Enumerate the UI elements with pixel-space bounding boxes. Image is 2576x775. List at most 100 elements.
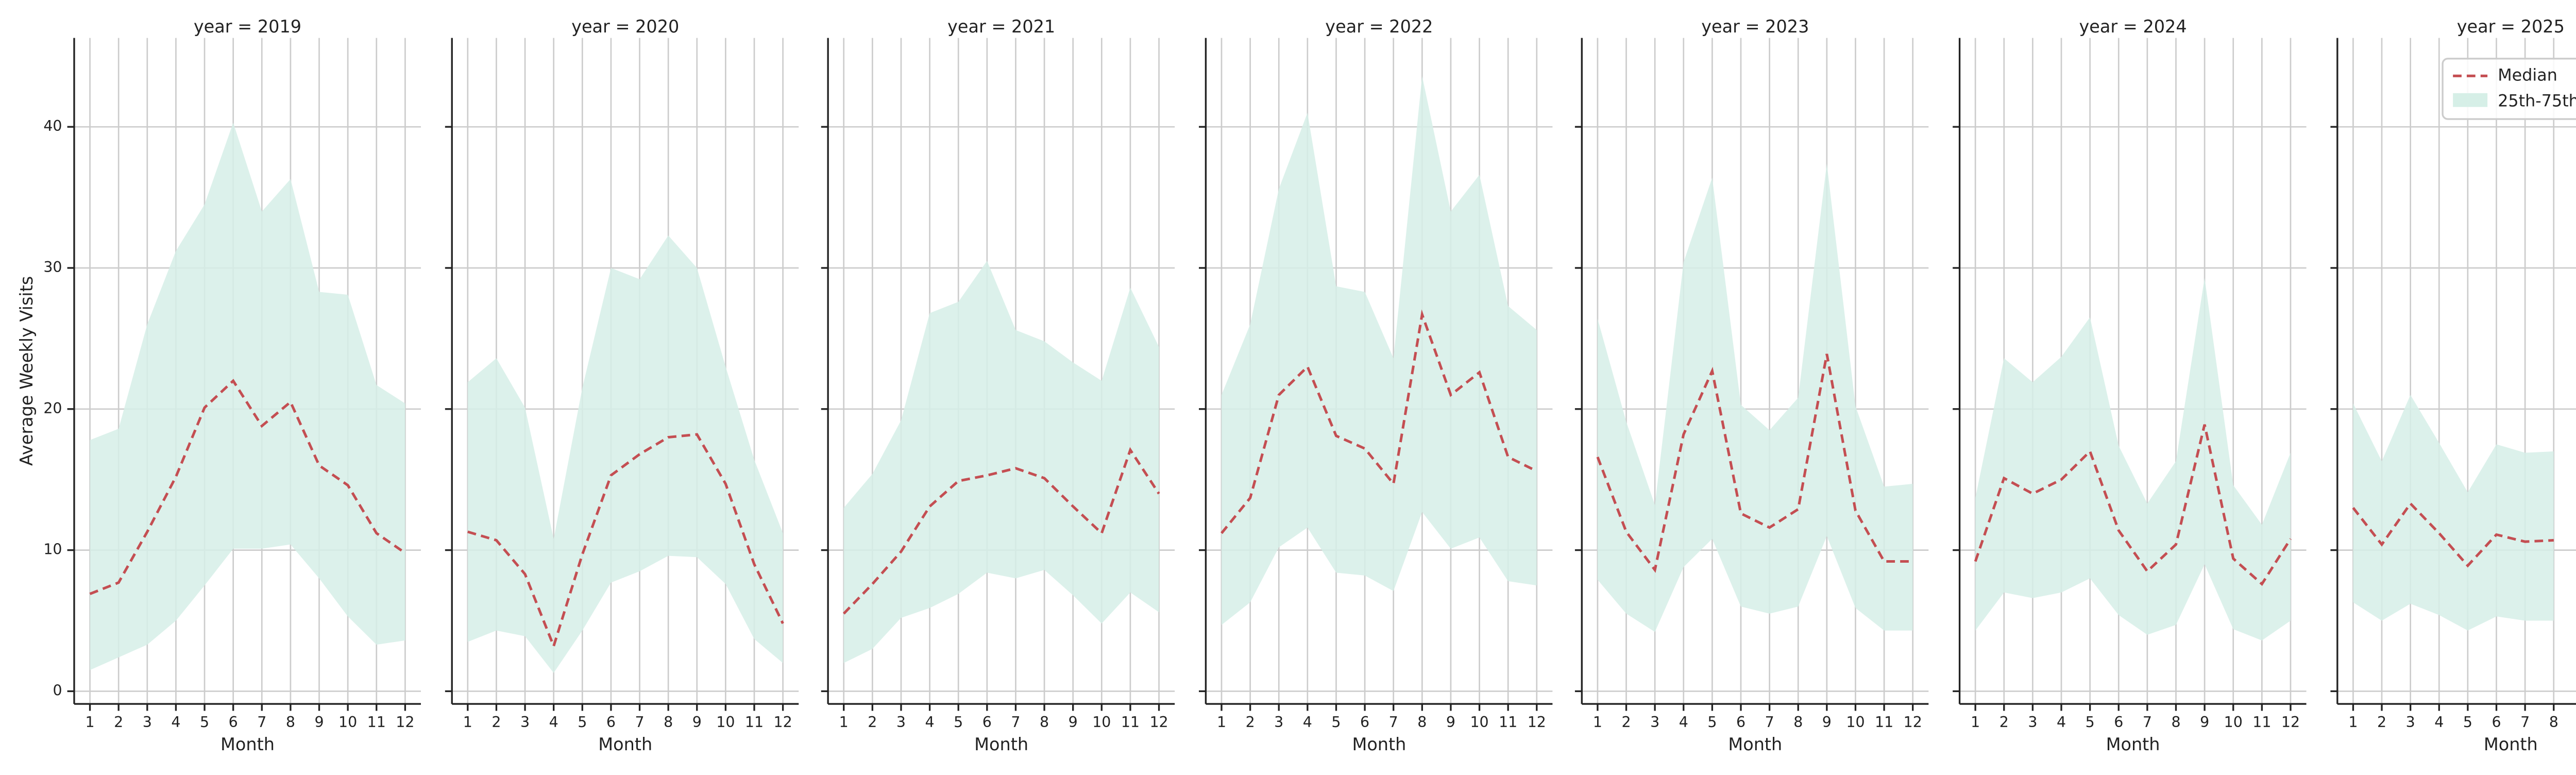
x-tick-label: 10 xyxy=(1846,714,1865,731)
y-tick-label: 40 xyxy=(43,117,62,134)
x-tick-label: 1 xyxy=(86,714,95,731)
x-tick-label: 2 xyxy=(1621,714,1631,731)
legend: Median 25th-75th Percentile xyxy=(2442,58,2576,120)
x-tick-label: 10 xyxy=(716,714,735,731)
x-tick-label: 10 xyxy=(1092,714,1111,731)
x-tick-label: 1 xyxy=(1217,714,1226,731)
x-tick-label: 11 xyxy=(1875,714,1893,731)
facet-title: year = 2021 xyxy=(947,16,1055,37)
facet-title: year = 2020 xyxy=(571,16,679,37)
y-tick-label: 20 xyxy=(43,400,62,417)
x-tick-label: 2 xyxy=(114,714,123,731)
x-tick-label: 4 xyxy=(549,714,558,731)
x-tick-label: 1 xyxy=(1971,714,1980,731)
x-tick-label: 4 xyxy=(2057,714,2066,731)
x-tick-label: 11 xyxy=(745,714,764,731)
x-tick-label: 3 xyxy=(2406,714,2415,731)
x-tick-label: 6 xyxy=(1360,714,1369,731)
x-tick-label: 4 xyxy=(1303,714,1312,731)
x-tick-label: 9 xyxy=(1822,714,1832,731)
x-tick-label: 7 xyxy=(2520,714,2530,731)
x-tick-label: 5 xyxy=(2463,714,2472,731)
y-tick-label: 30 xyxy=(43,259,62,276)
x-tick-label: 4 xyxy=(925,714,935,731)
x-tick-label: 3 xyxy=(2028,714,2037,731)
x-tick-label: 7 xyxy=(2143,714,2152,731)
x-tick-label: 2 xyxy=(492,714,501,731)
x-tick-label: 8 xyxy=(2549,714,2558,731)
median-line xyxy=(1974,424,2292,586)
x-axis-label: Month xyxy=(1728,734,1782,754)
x-tick-label: 2 xyxy=(2377,714,2386,731)
legend-band-swatch xyxy=(2453,93,2488,107)
facet-title: year = 2025 xyxy=(2457,16,2565,37)
x-axis-label: Month xyxy=(221,734,275,754)
x-tick-label: 6 xyxy=(229,714,238,731)
x-tick-label: 1 xyxy=(463,714,472,731)
x-tick-label: 12 xyxy=(1904,714,1922,731)
y-tick-label: 10 xyxy=(43,541,62,558)
x-tick-label: 12 xyxy=(774,714,792,731)
x-tick-label: 3 xyxy=(896,714,906,731)
percentile-band xyxy=(90,122,405,670)
percentile-band xyxy=(843,261,1159,663)
x-tick-label: 3 xyxy=(1274,714,1283,731)
x-tick-label: 1 xyxy=(2348,714,2358,731)
x-tick-label: 8 xyxy=(1793,714,1803,731)
x-tick-label: 4 xyxy=(171,714,180,731)
x-tick-label: 12 xyxy=(2281,714,2300,731)
x-tick-label: 10 xyxy=(2224,714,2243,731)
median-line xyxy=(842,447,1160,615)
percentile-band xyxy=(1597,163,1913,632)
x-tick-label: 8 xyxy=(1417,714,1427,731)
x-tick-label: 11 xyxy=(2252,714,2271,731)
x-tick-label: 8 xyxy=(664,714,673,731)
facet: year = 2025123456789101112Month xyxy=(2330,16,2576,754)
x-tick-label: 2 xyxy=(868,714,877,731)
x-tick-label: 7 xyxy=(1389,714,1398,731)
x-tick-label: 7 xyxy=(1765,714,1774,731)
x-tick-label: 11 xyxy=(1121,714,1140,731)
x-tick-label: 5 xyxy=(578,714,587,731)
x-tick-label: 10 xyxy=(338,714,357,731)
x-tick-label: 9 xyxy=(314,714,324,731)
x-tick-label: 7 xyxy=(1011,714,1020,731)
x-tick-label: 8 xyxy=(2171,714,2180,731)
x-tick-label: 6 xyxy=(606,714,616,731)
x-axis-label: Month xyxy=(2106,734,2160,754)
x-tick-label: 7 xyxy=(635,714,644,731)
x-tick-label: 11 xyxy=(1499,714,1517,731)
x-tick-label: 5 xyxy=(1707,714,1717,731)
x-tick-label: 9 xyxy=(1069,714,1078,731)
x-tick-label: 3 xyxy=(520,714,530,731)
x-axis-label: Month xyxy=(598,734,652,754)
x-tick-label: 10 xyxy=(1470,714,1488,731)
x-tick-label: 12 xyxy=(1149,714,1168,731)
x-tick-label: 3 xyxy=(143,714,152,731)
x-tick-label: 6 xyxy=(2492,714,2501,731)
x-tick-label: 8 xyxy=(286,714,295,731)
x-tick-label: 9 xyxy=(2200,714,2209,731)
facet-title: year = 2024 xyxy=(2079,16,2187,37)
x-tick-label: 3 xyxy=(1650,714,1659,731)
x-tick-label: 2 xyxy=(1246,714,1255,731)
median-line xyxy=(89,379,406,595)
median-line xyxy=(1221,309,1537,534)
legend-label: Median xyxy=(2498,65,2557,85)
x-tick-label: 5 xyxy=(1331,714,1341,731)
x-tick-label: 12 xyxy=(1528,714,1546,731)
median-line xyxy=(2352,501,2554,568)
x-axis-label: Month xyxy=(1352,734,1406,754)
percentile-band xyxy=(467,235,783,673)
x-tick-label: 11 xyxy=(367,714,386,731)
facet-title: year = 2022 xyxy=(1325,16,1433,37)
x-tick-label: 5 xyxy=(954,714,963,731)
x-tick-label: 4 xyxy=(1679,714,1688,731)
